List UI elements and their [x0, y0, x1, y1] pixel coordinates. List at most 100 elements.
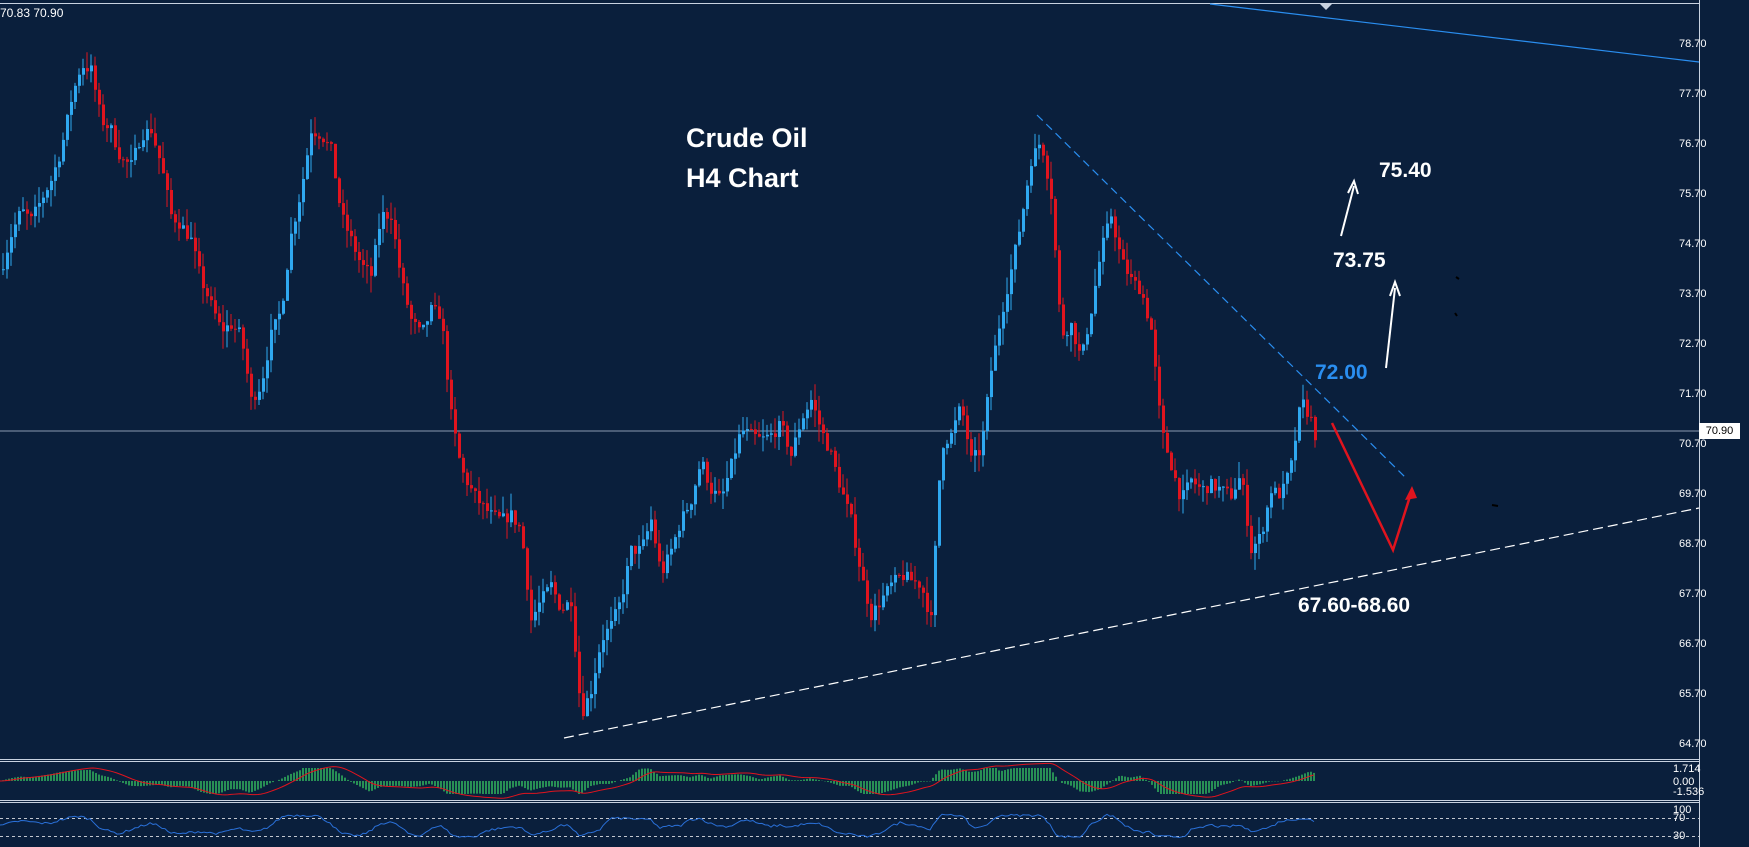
candle-bull	[886, 586, 889, 596]
candle-bear	[842, 487, 845, 495]
candle-bull	[614, 609, 617, 622]
candle-bear	[1046, 155, 1049, 179]
candle-bull	[1094, 285, 1097, 314]
candle-bear	[582, 693, 585, 717]
candle-bear	[166, 173, 169, 190]
candle-bear	[102, 104, 105, 126]
candle-bull	[258, 391, 261, 400]
candle-bear	[1166, 432, 1169, 453]
price-tick-label: 74.70	[1679, 238, 1707, 250]
bullish-arrow-high	[1340, 185, 1355, 237]
candle-bull	[974, 450, 977, 456]
candle-bear	[442, 318, 445, 332]
candle-bull	[1030, 166, 1033, 186]
candle-bull	[1106, 223, 1109, 238]
candle-bear	[162, 158, 165, 174]
candle-bull	[278, 313, 281, 320]
candle-bull	[1038, 144, 1041, 149]
candle-bull	[1014, 244, 1017, 270]
target-high-label: 75.40	[1379, 159, 1432, 182]
candle-bull	[302, 178, 305, 203]
candle-bull	[78, 74, 81, 86]
candle-bull	[190, 237, 193, 239]
candle-bear	[338, 178, 341, 204]
candle-bear	[1138, 280, 1141, 295]
candle-bear	[474, 488, 477, 491]
candle-bull	[622, 594, 625, 603]
price-tick-label: 78.70	[1679, 38, 1707, 50]
candle-bear	[754, 429, 757, 435]
candle-bull	[714, 490, 717, 494]
candle-bear	[494, 510, 497, 512]
candle-bull	[266, 360, 269, 379]
bullish-arrow-mid-head	[1389, 279, 1401, 297]
candle-bull	[18, 211, 21, 225]
candle-bull	[1282, 483, 1285, 499]
candle-bull	[1258, 533, 1261, 544]
candle-bull	[1070, 323, 1073, 336]
candle-bull	[1270, 493, 1273, 508]
candle-bear	[926, 592, 929, 612]
price-tick-label: 65.70	[1679, 688, 1707, 700]
candle-bull	[138, 147, 141, 149]
candle-bear	[790, 446, 793, 456]
candle-bull	[1110, 216, 1113, 224]
candle-bull	[1098, 261, 1101, 286]
current-price-box: 70.90	[1699, 423, 1740, 439]
candle-bull	[14, 224, 17, 238]
candle-bull	[990, 370, 993, 398]
candle-bull	[1186, 482, 1189, 491]
candle-bull	[1298, 407, 1301, 441]
candle-bear	[1250, 525, 1253, 554]
candle-bear	[438, 306, 441, 319]
candle-bear	[918, 581, 921, 588]
candle-bear	[782, 421, 785, 426]
candle-bull	[1234, 489, 1237, 499]
ohlc-readout: 70.83 70.90	[0, 6, 64, 20]
stray-mark	[1455, 276, 1460, 280]
candle-bull	[378, 228, 381, 246]
candle-bull	[690, 504, 693, 510]
price-tick-label: 75.70	[1679, 188, 1707, 200]
candle-bear	[318, 136, 321, 139]
candle-bear	[1230, 488, 1233, 499]
candle-bull	[626, 566, 629, 595]
candle-bear	[434, 305, 437, 307]
chart-frame	[0, 0, 1700, 847]
candle-bull	[54, 167, 57, 181]
candle-bull	[1002, 311, 1005, 329]
candle-bull	[694, 485, 697, 505]
candle-bull	[1238, 478, 1241, 490]
candle-bear	[530, 589, 533, 621]
candle-bear	[962, 406, 965, 416]
candle-bull	[590, 694, 593, 699]
candle-bear	[846, 494, 849, 504]
candle-bear	[470, 485, 473, 489]
candle-bull	[146, 128, 149, 141]
candle-bull	[738, 434, 741, 454]
macd-signal-line	[0, 762, 1315, 799]
candle-bear	[1146, 297, 1149, 319]
candle-bear	[466, 472, 469, 486]
candle-bull	[6, 252, 9, 270]
candle-bear	[1078, 344, 1081, 351]
candle-bear	[970, 439, 973, 456]
price-tick-label: 68.70	[1679, 538, 1707, 550]
candle-bear	[1170, 452, 1173, 471]
candle-bull	[1082, 344, 1085, 351]
candle-bear	[1162, 405, 1165, 433]
candle-bull	[10, 237, 13, 253]
candle-bull	[510, 510, 513, 523]
candle-bear	[1158, 366, 1161, 406]
candle-bear	[526, 548, 529, 590]
candle-bear	[862, 566, 865, 581]
candle-bear	[1126, 259, 1129, 274]
candle-bear	[486, 503, 489, 511]
candle-bear	[418, 321, 421, 328]
candle-bull	[726, 478, 729, 492]
candle-bear	[322, 138, 325, 143]
candle-bear	[514, 510, 517, 525]
stray-mark	[1491, 504, 1499, 507]
chart-title-line2: H4 Chart	[686, 163, 799, 193]
